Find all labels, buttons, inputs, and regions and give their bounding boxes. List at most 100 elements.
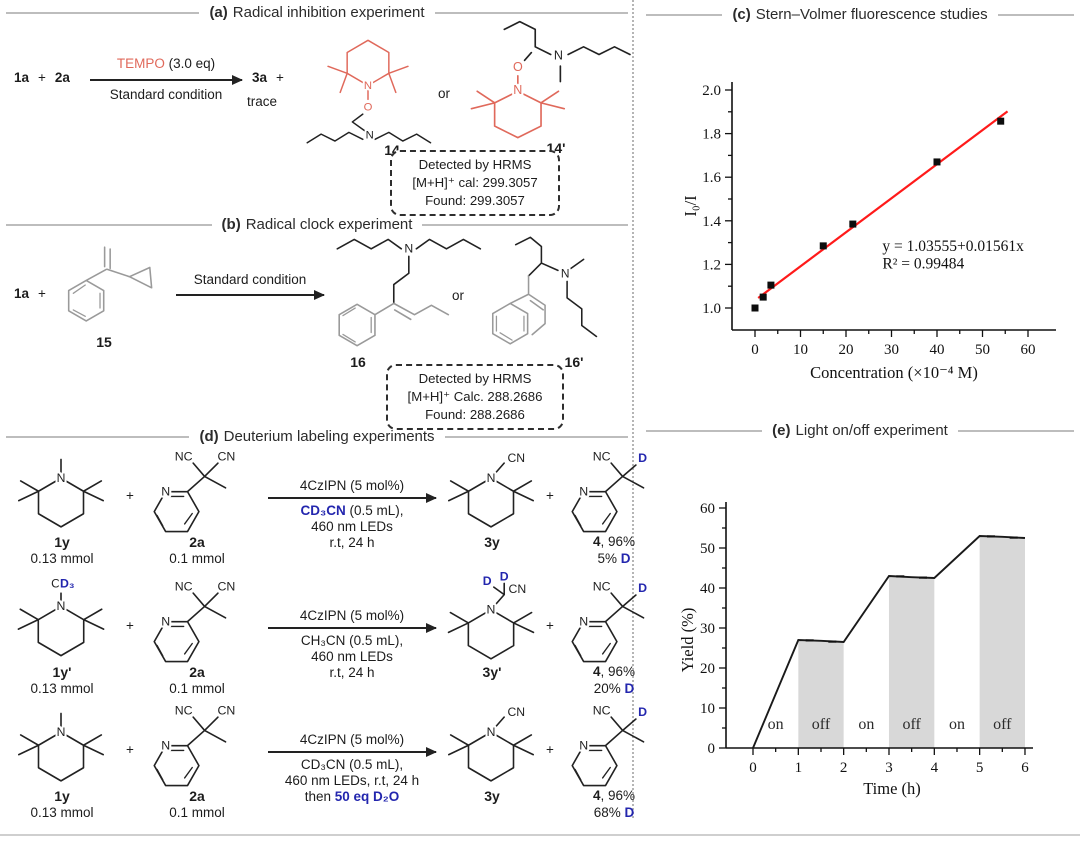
header-rule: [957, 429, 1075, 432]
label-1y-prime: 1y': [52, 664, 72, 680]
x-axis-label: Time (h): [863, 779, 921, 798]
y-tick-label: 50: [700, 541, 715, 557]
light-off-shade: [979, 536, 1025, 748]
panel-b-letter: (b): [221, 216, 241, 233]
structure-2a: N NC CN: [153, 701, 238, 787]
bottom-rule: [0, 834, 1080, 836]
x-tick-label: 6: [1021, 760, 1029, 776]
nc-group: NC: [593, 703, 611, 717]
n-atom: N: [57, 599, 66, 613]
hrms-line: [M+H]⁺ cal: 299.3057: [412, 174, 538, 190]
d-atom: D: [638, 451, 647, 465]
n-atom: N: [404, 242, 413, 256]
phenyl-alkene: [491, 275, 546, 345]
n-atom: N: [161, 484, 170, 498]
label-2a: 2a: [189, 788, 205, 804]
d-atom: D: [483, 574, 492, 588]
n-atom: N: [487, 471, 496, 485]
on-off-label: on: [858, 716, 874, 733]
panel-e-letter: (e): [772, 422, 791, 439]
on-off-label: off: [993, 716, 1012, 733]
nc-group: NC: [175, 703, 193, 717]
cn-group: CN: [508, 705, 526, 719]
reaction-arrow-a: [90, 74, 243, 85]
x-axis-label: Concentration (×10⁻⁴ M): [810, 363, 978, 382]
label-1y: 1y: [54, 788, 70, 804]
phenyl-alkene: [338, 302, 450, 347]
catalyst-row1: 4CzIPN (5 mol%): [299, 478, 405, 493]
reactants-a: 1a +2a: [14, 70, 70, 85]
catalyst-row2: 4CzIPN (5 mol%): [299, 608, 405, 623]
data-point: [997, 117, 1005, 125]
label-4-yield: 4, 96%: [592, 664, 636, 679]
cd3-group: CD₃: [51, 576, 74, 590]
y-tick-label: 1.4: [702, 214, 721, 230]
nc-group: NC: [593, 449, 611, 463]
aminomethyl-chain: [306, 113, 432, 144]
panel-a-header: (a) Radical inhibition experiment: [6, 4, 628, 21]
y-tick-label: 1.8: [702, 127, 721, 143]
deuterated-product: [571, 462, 645, 533]
y-tick-label: 40: [700, 581, 715, 597]
then-d2o-row3: then 50 eq D₂O: [304, 789, 400, 804]
compound-2a: 2a: [54, 70, 70, 85]
fit-line: [757, 110, 1009, 299]
stern-volmer-chart: 0 10 20 30 40 50 60 1.0 1.2 1.4 1.6 1.8 2.0 y = 1.035…: [681, 82, 1056, 382]
n-atom: N: [161, 614, 170, 628]
structure-3y: N CN: [448, 703, 534, 782]
panel-c-header: (c) Stern–Volmer fluorescence studies: [646, 6, 1075, 23]
compound-1a: 1a: [14, 286, 30, 301]
methylbutylamine-chain: [514, 236, 598, 338]
compound-1a: 1a: [14, 70, 30, 85]
n-atom: N: [57, 471, 66, 485]
structure-16-prime: N: [491, 236, 598, 345]
amount-1y: 0.13 mmol: [30, 805, 94, 820]
n-atom: N: [487, 725, 496, 739]
data-point: [933, 158, 941, 166]
trace-label: trace: [246, 94, 278, 109]
plus-sign: +: [126, 488, 134, 503]
nc-group: NC: [175, 579, 193, 593]
compound-3a: 3a: [252, 70, 268, 85]
alkylamine-chain: [503, 20, 631, 83]
y-axis-label: Yield (%): [678, 608, 697, 673]
header-rule: [646, 429, 763, 432]
d-atom: D: [500, 569, 509, 583]
time-row2: r.t, 24 h: [329, 665, 375, 680]
data-point: [759, 293, 767, 301]
o-atom: O: [364, 102, 373, 114]
label-1y: 1y: [54, 534, 70, 550]
n-atom: N: [513, 83, 522, 97]
structure-16: N: [336, 238, 482, 347]
amount-2a: 0.1 mmol: [169, 681, 225, 696]
label-15: 15: [96, 334, 112, 350]
d-atom: D: [638, 705, 647, 719]
n-atom: N: [561, 267, 570, 281]
y-tick-label: 30: [700, 621, 715, 637]
d-incorporation: 5% D: [597, 551, 631, 566]
amount-2a: 0.1 mmol: [169, 551, 225, 566]
cn-group: CN: [509, 582, 527, 596]
structure-1y: N: [18, 712, 104, 782]
panel-d-letter: (d): [199, 428, 219, 445]
panel-a-title: (a) Radical inhibition experiment: [209, 4, 425, 21]
x-tick-label: 3: [885, 760, 893, 776]
y-tick-label: 2.0: [702, 83, 721, 99]
fit-equation: y = 1.03555+0.01561x: [882, 238, 1024, 255]
column-divider: [632, 0, 634, 818]
hrms-line: Detected by HRMS: [418, 157, 532, 172]
plus-sign: +: [126, 618, 134, 633]
panel-e-title: (e) Light on/off experiment: [772, 422, 948, 439]
on-off-label: off: [812, 716, 831, 733]
aromatic-bonds: [342, 307, 372, 343]
data-point: [767, 281, 775, 289]
arrow-conditions-bottom-a: Standard condition: [109, 87, 223, 102]
axes: [725, 502, 1033, 749]
cn-group: CN: [218, 703, 236, 717]
light-row2: 460 nm LEDs: [311, 649, 393, 664]
label-3y: 3y: [484, 534, 500, 550]
y-axis-label: I₀/I: [681, 195, 700, 216]
n-atom: N: [366, 129, 374, 141]
on-off-label: on: [949, 716, 965, 733]
n-atom: N: [579, 484, 588, 498]
